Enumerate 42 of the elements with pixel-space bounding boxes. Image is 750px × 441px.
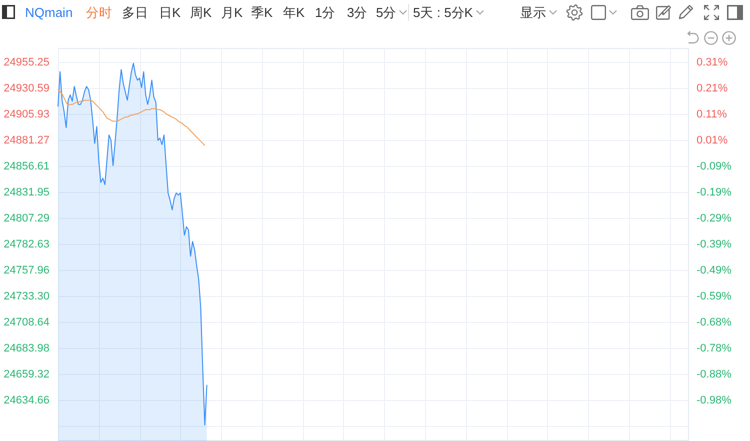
y2-tick-label: 0.31% <box>696 56 728 68</box>
y2-tick-label: 0.21% <box>696 82 728 94</box>
text: 3分 <box>347 4 368 21</box>
y-tick-label: 24930.59 <box>4 82 50 94</box>
y2-tick-label: -0.59% <box>696 290 732 302</box>
text: 显示 <box>520 4 546 21</box>
y2-tick-label: 0.01% <box>696 134 728 147</box>
y-tick-label: 24659.32 <box>4 368 50 380</box>
text: 1分 <box>315 4 336 21</box>
text: 年K <box>283 4 305 21</box>
y2-tick-label: 0.11% <box>696 108 728 121</box>
y2-tick-label: -0.49% <box>696 264 732 276</box>
text: 月K <box>221 4 243 21</box>
y2-tick-label: -0.09% <box>696 160 732 173</box>
y2-tick-label: -0.19% <box>696 186 732 199</box>
text: 季K <box>251 4 273 21</box>
text: 5天 : 5分K <box>413 4 473 21</box>
y-tick-label: 24757.96 <box>4 264 50 276</box>
y-tick-label: 24782.63 <box>4 238 50 250</box>
y2-tick-label: -0.88% <box>696 368 732 381</box>
y2-tick-label: -0.39% <box>696 238 732 250</box>
y-tick-label: 24733.30 <box>4 290 50 302</box>
y-tick-label: 24683.98 <box>4 342 50 354</box>
text: 分时 <box>86 4 112 21</box>
y-tick-label: 24831.95 <box>4 186 50 198</box>
y2-tick-label: -0.68% <box>696 316 732 329</box>
y-tick-label: 24807.29 <box>4 212 50 224</box>
text: 5分 <box>376 4 396 21</box>
y-tick-label: 24634.66 <box>4 394 50 406</box>
y-tick-label: 24856.61 <box>4 160 50 172</box>
y2-tick-label: -0.78% <box>696 342 732 355</box>
line-series <box>58 89 206 146</box>
y-tick-label: 24905.93 <box>4 108 50 120</box>
text: 多日 <box>122 4 148 21</box>
y-tick-label: 24881.27 <box>4 134 50 146</box>
text: 周K <box>190 4 212 21</box>
y2-tick-label: -0.98% <box>696 394 732 407</box>
y-tick-label: 24955.25 <box>4 56 50 68</box>
y-tick-label: 24708.64 <box>4 316 50 328</box>
y2-tick-label: -0.29% <box>696 212 732 225</box>
text: 日K <box>159 4 181 21</box>
chart-title: NQmain <box>25 4 73 21</box>
